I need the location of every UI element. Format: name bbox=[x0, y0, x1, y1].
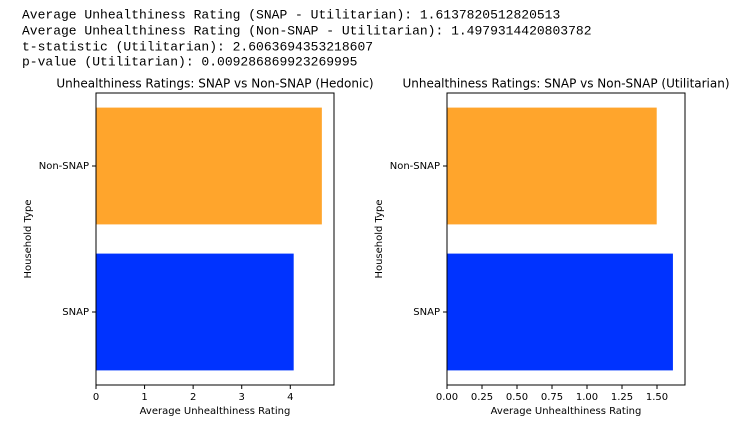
x-tick-label: 0 bbox=[93, 392, 99, 403]
x-tick-label: 3 bbox=[239, 392, 245, 403]
bar bbox=[447, 253, 673, 371]
y-tick-label: Non-SNAP bbox=[39, 161, 89, 172]
output-line: Average Unhealthiness Rating (Non-SNAP -… bbox=[22, 23, 592, 38]
y-tick-label: Non-SNAP bbox=[390, 161, 440, 172]
y-axis-label: Household Type bbox=[23, 199, 34, 278]
y-axis-label: Household Type bbox=[374, 199, 385, 278]
x-tick-label: 2 bbox=[190, 392, 196, 403]
x-tick-label: 1.25 bbox=[611, 392, 633, 403]
bar bbox=[96, 253, 294, 371]
chart-title: Unhealthiness Ratings: SNAP vs Non-SNAP … bbox=[56, 77, 373, 91]
bar bbox=[447, 107, 657, 225]
y-tick-label: SNAP bbox=[413, 307, 440, 318]
x-tick-label: 1.00 bbox=[576, 392, 598, 403]
x-tick-label: 1 bbox=[141, 392, 147, 403]
x-tick-label: 4 bbox=[287, 392, 293, 403]
x-tick-label: 0.25 bbox=[471, 392, 493, 403]
y-tick-label: SNAP bbox=[62, 307, 89, 318]
output-line: p-value (Utilitarian): 0.009286869923269… bbox=[22, 54, 357, 69]
x-tick-label: 1.50 bbox=[646, 392, 668, 403]
chart-title: Unhealthiness Ratings: SNAP vs Non-SNAP … bbox=[402, 77, 729, 91]
output-line: t-statistic (Utilitarian): 2.60636943532… bbox=[22, 39, 373, 54]
x-tick-label: 0.00 bbox=[436, 392, 458, 403]
x-tick-label: 0.75 bbox=[541, 392, 563, 403]
x-tick-label: 0.50 bbox=[506, 392, 528, 403]
output-line: Average Unhealthiness Rating (SNAP - Uti… bbox=[22, 7, 560, 22]
plot-frame bbox=[95, 92, 335, 386]
plot-frame bbox=[446, 92, 686, 386]
x-axis-label: Average Unhealthiness Rating bbox=[140, 406, 291, 417]
bar bbox=[96, 107, 322, 225]
x-axis-label: Average Unhealthiness Rating bbox=[491, 406, 642, 417]
